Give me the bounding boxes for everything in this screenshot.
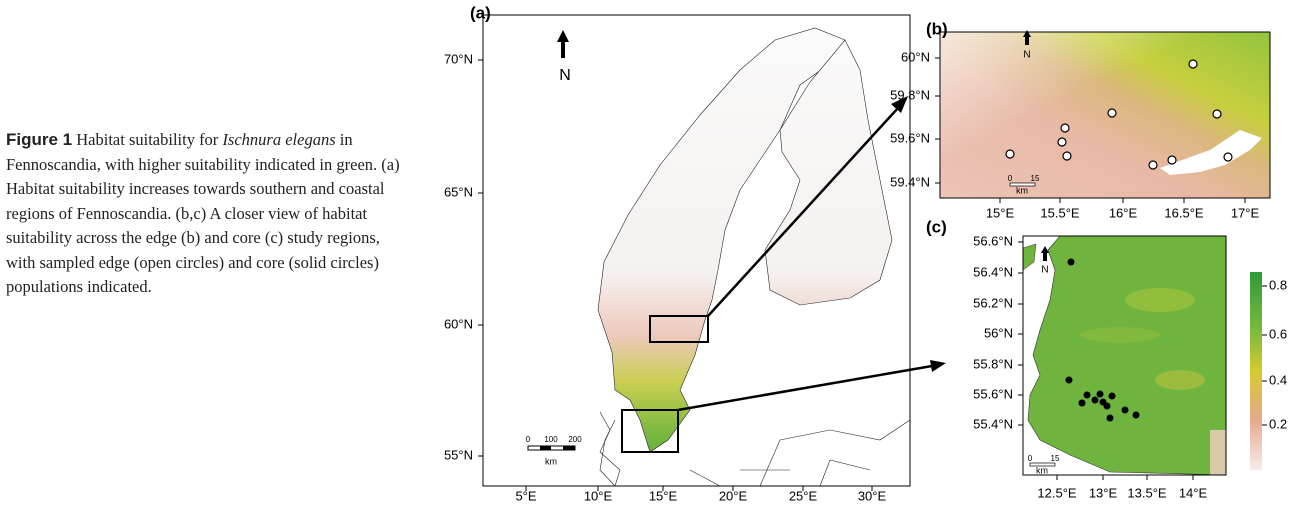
scale-label: 0 (1028, 454, 1033, 463)
scale-label: 200 (568, 435, 582, 444)
y-tick-label: 56.6°N (973, 233, 1013, 248)
figure: (a) 70°N 65°N 60°N 55°N 5°E 10°E 15°E 20°E 25°E 30… (0, 0, 1298, 508)
scale-label: 100 (544, 435, 558, 444)
scale-unit: km (1016, 185, 1028, 195)
x-tick-label: 14°E (1179, 485, 1208, 500)
y-tick-label: 55.6°N (973, 386, 1013, 401)
x-tick-label: 12.5°E (1037, 485, 1077, 500)
x-tick-label: 13°E (1089, 485, 1118, 500)
north-label: N (1023, 50, 1030, 61)
y-tick-label: 60°N (444, 316, 473, 331)
x-tick-label: 16.5°E (1164, 205, 1204, 220)
x-tick-label: 15°E (986, 205, 1015, 220)
y-tick-label: 56°N (984, 325, 1013, 340)
panel-label: (a) (470, 3, 491, 22)
y-tick-label: 55°N (444, 447, 473, 462)
arrow-head (930, 360, 946, 372)
raster-patch (1155, 370, 1205, 390)
y-tick-label: 65°N (444, 184, 473, 199)
scale-unit: km (545, 456, 557, 466)
scale-unit: km (1036, 465, 1048, 475)
raster-patch (1210, 430, 1226, 475)
panel-label: (c) (926, 217, 947, 236)
x-tick-label: 20°E (719, 488, 748, 503)
scale-label: 0 (1008, 174, 1013, 183)
scale-bar (563, 446, 575, 450)
x-tick-label: 30°E (858, 488, 887, 503)
y-tick-label: 60°N (901, 49, 930, 64)
y-tick-label: 59.8°N (890, 87, 930, 102)
scale-label: 15 (1051, 454, 1060, 463)
north-label: N (559, 67, 571, 84)
x-tick-label: 10°E (584, 488, 613, 503)
x-tick-label: 15°E (649, 488, 678, 503)
raster-patch (1080, 327, 1160, 343)
legend-tick-label: 0.8 (1269, 277, 1287, 292)
legend-tick-label: 0.6 (1269, 326, 1287, 341)
x-tick-label: 13.5°E (1127, 485, 1167, 500)
scale-label: 0 (526, 435, 531, 444)
y-tick-label: 56.2°N (973, 295, 1013, 310)
y-tick-label: 70°N (444, 51, 473, 66)
north-label: N (1041, 265, 1048, 276)
x-tick-label: 5°E (515, 488, 536, 503)
y-tick-label: 55.4°N (973, 416, 1013, 431)
land (1028, 236, 1226, 475)
scale-bar (540, 446, 551, 450)
scale-label: 15 (1031, 174, 1040, 183)
raster-patch (1125, 288, 1195, 312)
colorbar (1250, 272, 1262, 470)
y-tick-label: 56.4°N (973, 264, 1013, 279)
x-tick-label: 16°E (1109, 205, 1138, 220)
page: Figure 1 Habitat suitability for Ischnur… (0, 0, 1298, 508)
y-tick-label: 59.6°N (890, 130, 930, 145)
y-tick-label: 59.4°N (890, 174, 930, 189)
panel-label: (b) (926, 19, 948, 38)
x-tick-label: 25°E (789, 488, 818, 503)
legend-tick-label: 0.4 (1269, 372, 1287, 387)
x-tick-label: 15.5°E (1040, 205, 1080, 220)
x-tick-label: 17°E (1231, 205, 1260, 220)
legend-tick-label: 0.2 (1269, 416, 1287, 431)
y-tick-label: 55.8°N (973, 356, 1013, 371)
